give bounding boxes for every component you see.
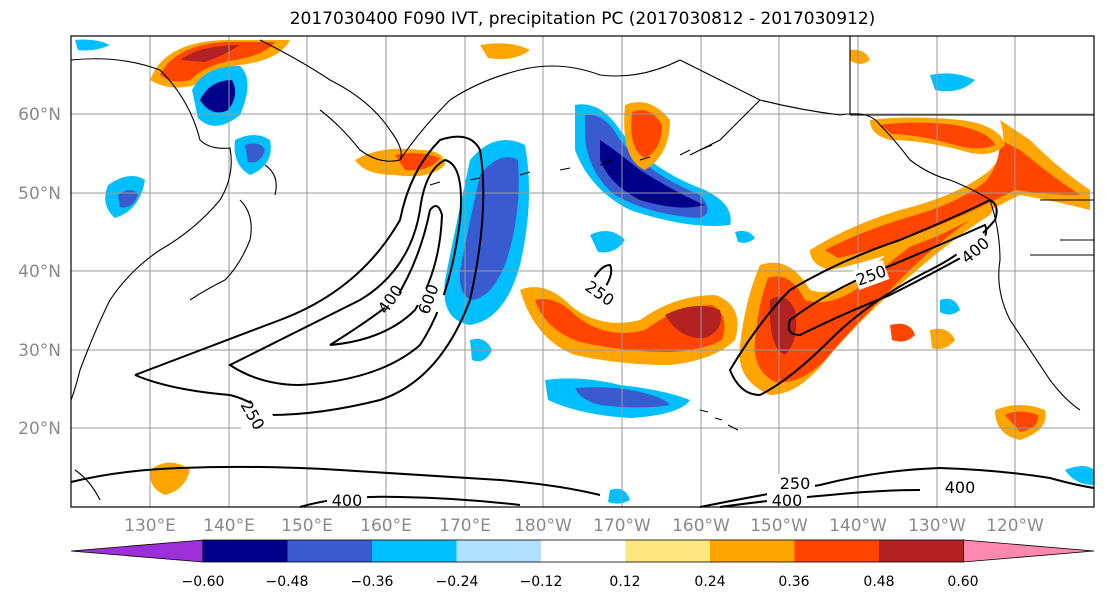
latitude-labels: 60°N 50°N 40°N 30°N 20°N — [18, 105, 61, 439]
colorbar-segment — [372, 540, 457, 562]
cb-tick-label: −0.48 — [266, 574, 309, 590]
lon-label-150w: 150°W — [750, 516, 808, 536]
colorbar-extend-low — [70, 539, 204, 563]
lon-label-120w: 120°W — [986, 516, 1044, 536]
cb-tick-label: −0.36 — [351, 574, 394, 590]
lon-label-150e: 150°E — [281, 516, 333, 536]
contour-label-400-south-west: 400 — [332, 491, 363, 510]
colorbar-segment — [794, 540, 880, 562]
colorbar-segment — [456, 540, 542, 562]
contour-label-400-south-east: 400 — [945, 478, 976, 497]
map-panel: 600 400 250 250 250 400 250 400 400 400 — [70, 35, 1095, 510]
longitude-labels: 130°E 140°E 150°E 160°E 170°E 180°W 170°… — [124, 516, 1044, 536]
map-title: 2017030400 F090 IVT, precipitation PC (2… — [289, 9, 876, 29]
lon-label-130w: 130°W — [908, 516, 966, 536]
lon-label-170e: 170°E — [439, 516, 491, 536]
cb-tick-label: 0.24 — [694, 574, 725, 590]
lon-label-160w: 160°W — [672, 516, 730, 536]
colorbar-tick-labels: −0.60 −0.48 −0.36 −0.24 −0.12 0.12 0.24 … — [182, 574, 979, 590]
cb-tick-label: −0.12 — [520, 574, 563, 590]
colorbar-segment — [203, 540, 288, 562]
coastlines — [70, 36, 1094, 501]
lon-label-130e: 130°E — [124, 516, 176, 536]
cb-tick-label: −0.24 — [436, 574, 479, 590]
colorbar-segment — [541, 540, 626, 562]
colorbar: −0.60 −0.48 −0.36 −0.24 −0.12 0.12 0.24 … — [70, 539, 1095, 590]
cb-tick-label: 0.60 — [947, 574, 978, 590]
colorbar-segments — [70, 539, 1095, 563]
colorbar-segment — [287, 540, 373, 562]
cb-tick-label: −0.60 — [182, 574, 225, 590]
colorbar-segment — [710, 540, 795, 562]
lat-label-40n: 40°N — [18, 262, 61, 282]
contour-label-250-south: 250 — [780, 474, 811, 493]
lat-label-60n: 60°N — [18, 105, 61, 125]
lat-label-50n: 50°N — [18, 184, 61, 204]
lat-label-30n: 30°N — [18, 341, 61, 361]
cb-tick-label: 0.12 — [609, 574, 640, 590]
lon-label-160e: 160°E — [360, 516, 412, 536]
precip-shading — [75, 39, 1094, 504]
colorbar-border — [202, 539, 964, 563]
cb-tick-label: 0.48 — [863, 574, 894, 590]
lon-label-140e: 140°E — [203, 516, 255, 536]
lon-label-180w: 180°W — [514, 516, 572, 536]
colorbar-extend-high — [963, 539, 1095, 563]
lon-label-140w: 140°W — [829, 516, 887, 536]
contour-label-400-south-mid: 400 — [772, 491, 803, 510]
lon-label-170w: 170°W — [593, 516, 651, 536]
map-frame — [70, 35, 1095, 508]
cb-tick-label: 0.36 — [778, 574, 809, 590]
colorbar-segment — [879, 540, 964, 562]
ivt-contours — [70, 135, 1095, 508]
lat-label-20n: 20°N — [18, 419, 61, 439]
colorbar-segment — [625, 540, 711, 562]
